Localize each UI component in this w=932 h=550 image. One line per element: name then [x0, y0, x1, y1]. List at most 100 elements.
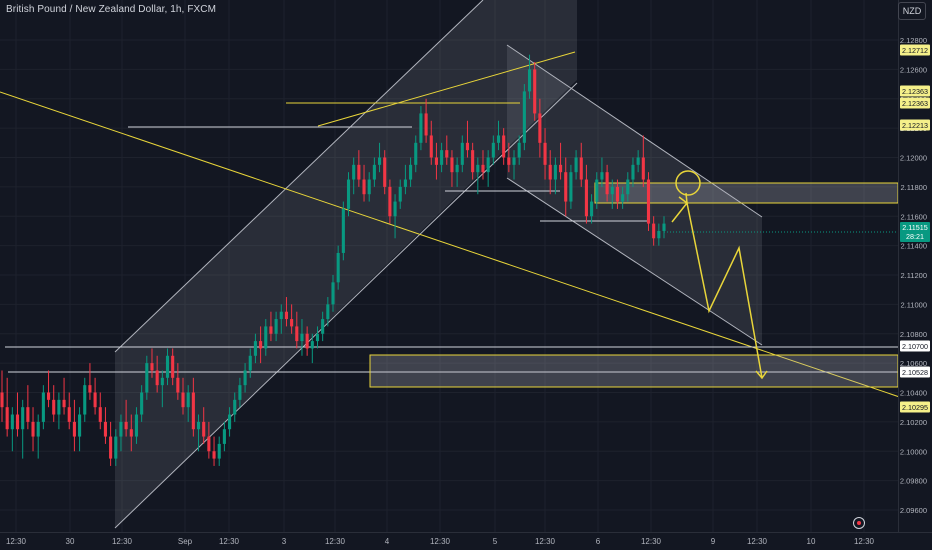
- x-tick-label-8: 12:30: [430, 537, 451, 546]
- candle-body-23: [119, 421, 123, 437]
- candle-body-45: [233, 399, 237, 415]
- y-tick-label-5: 2.11800: [900, 183, 927, 192]
- candle-body-116: [600, 172, 604, 180]
- candle-body-118: [610, 186, 614, 195]
- candle-body-52: [269, 326, 273, 334]
- candle-body-98: [507, 157, 511, 165]
- x-tick-label-6: 12:30: [325, 537, 346, 546]
- x-tick-label-5: 3: [282, 537, 287, 546]
- candle-body-34: [176, 377, 180, 393]
- candle-body-62: [321, 319, 325, 334]
- candle-body-10: [52, 399, 56, 415]
- ascending-channel-upper[interactable]: [114, 0, 484, 353]
- last-price-countdown: 28:21: [906, 232, 924, 241]
- resistance-zone[interactable]: [594, 182, 899, 204]
- candle-body-128: [662, 223, 666, 231]
- candle-body-89: [460, 142, 464, 165]
- candle-body-37: [191, 392, 195, 430]
- candle-body-51: [264, 326, 268, 349]
- ascending-channel-lower[interactable]: [114, 82, 578, 529]
- candle-body-105: [543, 142, 547, 165]
- candle-body-99: [512, 157, 516, 165]
- candle-body-20: [103, 421, 107, 437]
- candle-body-4: [21, 407, 25, 430]
- candle-body-14: [72, 421, 76, 437]
- candle-body-80: [414, 142, 418, 165]
- x-tick-label-9: 5: [493, 537, 498, 546]
- y-tick-label-9: 2.11000: [900, 300, 927, 309]
- candle-body-86: [445, 150, 449, 158]
- candle-body-96: [496, 135, 501, 143]
- candle-body-12: [62, 399, 66, 408]
- candle-body-110: [569, 172, 573, 202]
- candle-body-102: [527, 69, 532, 92]
- price-tag-bg-2: [900, 97, 930, 109]
- price-tag-2: 2.12363: [902, 99, 928, 108]
- candle-body-73: [377, 157, 382, 165]
- candle-body-19: [98, 407, 102, 422]
- candle-body-24: [124, 421, 128, 430]
- time-axis-ticks: 12:30 30 12:30 Sep 12:30 3 12:30 4 12:30 5 12:30 6 1…: [6, 537, 875, 546]
- candle-body-36: [186, 392, 190, 408]
- candle-body-63: [326, 304, 330, 320]
- candle-body-83: [429, 135, 433, 158]
- candle-body-67: [346, 179, 351, 209]
- candle-body-57: [295, 326, 299, 342]
- price-tags: 2.12712 2.12363 2.12363 2.12213 2.10700 2.105…: [900, 44, 930, 413]
- candle-body-71: [367, 179, 371, 195]
- candle-body-11: [57, 399, 61, 415]
- candle-body-106: [548, 164, 552, 180]
- forecast-path[interactable]: [671, 201, 763, 379]
- candlestick-series: [0, 54, 666, 466]
- candle-body-75: [388, 186, 392, 217]
- descending-channel-upper[interactable]: [506, 44, 763, 218]
- last-price-value: 2.11515: [902, 223, 927, 232]
- candle-body-54: [279, 311, 283, 320]
- x-tick-label-0: 12:30: [6, 537, 27, 546]
- x-tick-label-1: 30: [66, 537, 75, 546]
- candle-body-59: [305, 333, 309, 349]
- candle-body-79: [409, 164, 413, 180]
- candle-body-70: [362, 179, 366, 195]
- candle-body-25: [129, 429, 133, 437]
- candle-body-32: [165, 355, 170, 378]
- y-tick-label-11: 2.10600: [900, 359, 927, 368]
- y-tick-label-1: 2.12600: [900, 65, 927, 74]
- currency-button[interactable]: NZD: [898, 2, 926, 20]
- x-tick-label-15: 10: [807, 537, 816, 546]
- y-tick-label-10: 2.10800: [900, 330, 927, 339]
- candle-body-107: [553, 164, 557, 180]
- candle-body-26: [134, 414, 139, 437]
- support-zone[interactable]: [369, 354, 899, 388]
- forecast-up-arrowhead: [678, 192, 688, 205]
- time-axis[interactable]: [0, 532, 932, 550]
- symbol-title: British Pound / New Zealand Dollar, 1h, …: [6, 4, 217, 15]
- candle-body-68: [352, 164, 356, 180]
- descending-channel-lower[interactable]: [506, 177, 763, 346]
- descending-channel[interactable]: [507, 45, 762, 345]
- candle-body-126: [652, 223, 656, 239]
- candle-body-50: [259, 341, 263, 349]
- candle-body-7: [36, 421, 40, 437]
- candle-body-97: [502, 135, 506, 158]
- x-tick-label-3: Sep: [178, 537, 193, 546]
- chart-drawings[interactable]: [0, 0, 932, 529]
- candle-body-65: [336, 252, 340, 283]
- price-tag-bg-5: [900, 366, 930, 378]
- rising-resistance-line[interactable]: [317, 51, 576, 127]
- price-tag-bg-6: [900, 401, 930, 413]
- candle-body-117: [605, 172, 609, 195]
- y-tick-label-4: 2.12000: [900, 154, 927, 163]
- price-tag-bg-4: [900, 340, 930, 352]
- target-circle[interactable]: [675, 170, 701, 196]
- price-tag-3: 2.12213: [902, 121, 928, 130]
- candle-body-21: [109, 436, 113, 459]
- ascending-channel[interactable]: [115, 0, 577, 528]
- candle-body-18: [93, 392, 97, 408]
- x-tick-label-4: 12:30: [219, 537, 240, 546]
- candle-body-2: [10, 414, 14, 430]
- candle-body-42: [217, 443, 221, 459]
- candle-body-64: [331, 282, 335, 305]
